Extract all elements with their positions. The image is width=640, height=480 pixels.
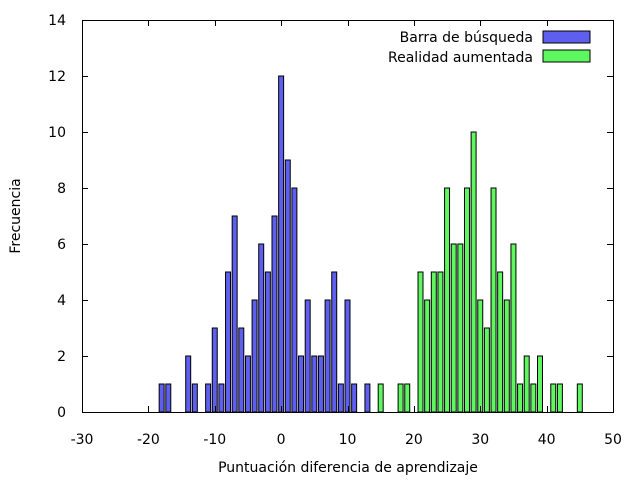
bar-series-1-10	[238, 327, 245, 413]
bar-series-2-13	[477, 299, 484, 413]
x-tick-label-1: -30	[71, 432, 94, 448]
bar-series-2-8	[444, 187, 451, 413]
bar-series-1-13	[258, 243, 265, 413]
x-tick-label-8: 40	[538, 432, 556, 448]
bar-series-2-3	[404, 383, 411, 413]
y-tick-label-5: 8	[57, 181, 66, 197]
bar-series-2-12	[470, 131, 477, 413]
legend-label-series-2: Realidad aumentada	[388, 50, 533, 66]
x-tick-label-6: 20	[405, 432, 423, 448]
legend-swatch-series-2	[542, 49, 591, 63]
bar-series-2-4	[417, 271, 424, 413]
bar-series-1-23	[324, 299, 331, 413]
y-tick-label-4: 6	[57, 237, 66, 253]
x-tick-label-3: -10	[203, 432, 226, 448]
bar-series-2-6	[430, 271, 437, 413]
bar-series-1-15	[271, 215, 278, 413]
bar-series-1-5	[205, 383, 212, 413]
bar-series-2-2	[397, 383, 404, 413]
bar-series-1-18	[291, 187, 298, 413]
bar-series-1-3	[185, 355, 192, 413]
x-tick-label-7: 30	[471, 432, 489, 448]
bar-series-1-12	[251, 299, 258, 413]
bar-series-2-18	[510, 243, 517, 413]
x-axis-title: Puntuación diferencia de aprendizaje	[218, 460, 478, 476]
x-tick-label-2: -20	[137, 432, 160, 448]
y-tick-label-7: 12	[48, 69, 66, 85]
bar-series-2-14	[483, 327, 490, 413]
bar-series-1-22	[317, 355, 324, 413]
x-tick-label-4: 0	[277, 432, 286, 448]
bar-series-1-11	[244, 355, 251, 413]
bar-series-2-15	[490, 187, 497, 413]
bar-series-1-24	[331, 271, 338, 413]
bar-series-2-24	[556, 383, 563, 413]
bar-series-2-25	[576, 383, 583, 413]
bar-series-2-17	[503, 299, 510, 413]
bar-series-1-25	[337, 383, 344, 413]
y-tick-label-3: 4	[57, 293, 66, 309]
bar-series-2-7	[437, 271, 444, 413]
bar-series-2-23	[550, 383, 557, 413]
bar-series-1-4	[191, 383, 198, 413]
x-tick-label-5: 10	[339, 432, 357, 448]
bar-series-2-19	[517, 383, 524, 413]
bar-series-1-6	[211, 327, 218, 413]
y-tick-label-8: 14	[48, 13, 66, 29]
bar-series-1-20	[304, 299, 311, 413]
bar-series-1-14	[264, 271, 271, 413]
legend-swatch-series-1	[542, 30, 591, 44]
y-tick-label-6: 10	[48, 125, 66, 141]
legend: Barra de búsqueda Realidad aumentada	[388, 30, 591, 66]
bar-series-1-27	[351, 383, 358, 413]
bar-series-2-11	[463, 187, 470, 413]
bar-series-1-19	[298, 355, 305, 413]
legend-label-series-1: Barra de búsqueda	[400, 30, 533, 46]
bar-series-2-21	[530, 383, 537, 413]
y-tick-label-2: 2	[57, 349, 66, 365]
bar-series-1-7	[218, 383, 225, 413]
bar-series-1-8	[225, 271, 232, 413]
bar-series-1-2	[165, 383, 172, 413]
bar-series-1-28	[364, 383, 371, 413]
bar-series-2-22	[537, 355, 543, 413]
plot-frame	[82, 20, 614, 413]
x-tick-label-9: 50	[604, 432, 622, 448]
bar-series-1-16	[278, 75, 285, 413]
bar-series-1-9	[231, 215, 238, 413]
bar-series-2-16	[497, 271, 504, 413]
bar-series-2-1	[377, 383, 384, 413]
bar-series-1-17	[284, 159, 291, 413]
bar-series-1-21	[311, 355, 318, 413]
y-axis-title: Frecuencia	[8, 178, 24, 253]
y-tick-label-1: 0	[57, 405, 66, 421]
bar-series-1-1	[158, 383, 165, 413]
bar-series-2-10	[457, 243, 464, 413]
bar-series-2-20	[523, 355, 530, 413]
bar-series-2-9	[450, 243, 457, 413]
bar-series-1-26	[344, 299, 351, 413]
bar-series-2-5	[424, 299, 431, 413]
